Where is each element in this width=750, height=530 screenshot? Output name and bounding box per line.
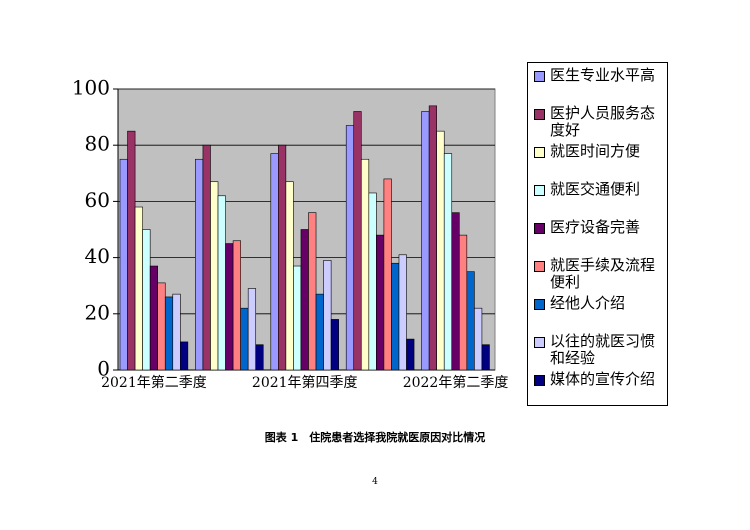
bar: [391, 262, 400, 371]
bar: [180, 341, 189, 371]
x-tick-label: 2021年第四季度: [252, 374, 358, 391]
legend-swatch: [534, 223, 545, 234]
bar: [300, 229, 309, 371]
legend-label: 医生专业水平高: [550, 66, 656, 84]
bar: [345, 125, 355, 371]
legend-item: 就医时间方便: [534, 143, 663, 181]
bar: [240, 307, 249, 371]
y-tick-label: 40: [85, 244, 110, 268]
bar: [142, 229, 151, 371]
bar: [308, 212, 317, 371]
bar: [481, 344, 490, 371]
legend-label: 就医时间方便: [550, 142, 641, 160]
legend-swatch: [534, 299, 545, 310]
bar: [172, 293, 181, 371]
bar: [376, 234, 385, 371]
legend-label: 医疗设备完善: [550, 218, 641, 236]
legend-label: 就医交通便利: [550, 180, 641, 198]
y-tick-label: 80: [85, 132, 110, 156]
bar: [383, 178, 392, 371]
bar: [353, 111, 362, 371]
bar: [210, 181, 219, 371]
bar: [255, 344, 264, 371]
bar: [217, 195, 226, 371]
y-tick-label: 0: [97, 357, 110, 381]
bar: [428, 105, 437, 371]
legend-swatch: [534, 147, 545, 158]
legend-swatch: [534, 375, 545, 386]
bar: [474, 307, 483, 371]
legend-item: 就医交通便利: [534, 181, 663, 219]
bar: [368, 192, 377, 371]
legend-label: 媒体的宣传介绍: [550, 370, 656, 388]
x-tick-label: 2021年第二季度: [101, 374, 207, 391]
legend: 医生专业水平高医护人员服务态度好就医时间方便 就医交通便利 医疗设备完善就医手续及流…: [527, 62, 668, 406]
bar: [134, 206, 143, 371]
bar: [398, 254, 407, 371]
x-tick-label: 2022年第二季度: [403, 374, 509, 391]
bar: [330, 319, 339, 371]
legend-swatch: [534, 185, 545, 196]
legend-item: 以往的就医习惯和经验: [534, 333, 663, 371]
legend-swatch: [534, 109, 545, 120]
bar: [270, 153, 279, 371]
legend-label: 就医手续及流程便利: [550, 256, 656, 291]
bar: [247, 288, 257, 371]
bar: [323, 260, 332, 371]
bar: [202, 144, 211, 371]
bar: [195, 158, 204, 371]
bar: [293, 265, 302, 371]
bar: [360, 158, 370, 371]
bar: [119, 158, 128, 371]
legend-item: 医护人员服务态度好: [534, 105, 663, 143]
bar: [421, 111, 430, 371]
legend-swatch: [534, 261, 545, 272]
bar: [406, 338, 415, 371]
bar: [127, 130, 136, 371]
bar: [443, 153, 453, 371]
legend-label: 经他人介绍: [550, 294, 626, 312]
bar: [315, 293, 324, 371]
legend-item: 经他人介绍: [534, 295, 663, 333]
legend-item: 就医手续及流程便利: [534, 257, 663, 295]
bar: [278, 144, 287, 371]
caption: 图表 1 住院患者选择我院就医原因对比情况: [264, 431, 486, 444]
bar: [157, 282, 166, 371]
legend-label: 医护人员服务态度好: [550, 104, 656, 139]
y-tick-label: 100: [72, 76, 110, 100]
bar: [232, 240, 241, 371]
bar: [436, 130, 445, 371]
bar: [164, 296, 174, 371]
legend-label: 以往的就医习惯和经验: [550, 332, 656, 367]
legend-swatch: [534, 337, 545, 348]
y-tick-label: 60: [85, 188, 110, 212]
y-tick-label: 20: [85, 300, 110, 324]
bar: [451, 212, 460, 371]
bar: [285, 181, 294, 371]
legend-item: 医生专业水平高: [534, 67, 663, 105]
page-number: 4: [372, 477, 378, 487]
legend-swatch: [534, 71, 545, 82]
bar: [458, 234, 468, 371]
bar: [466, 271, 475, 371]
legend-item: 医疗设备完善: [534, 219, 663, 257]
bar: [225, 243, 234, 371]
legend-item: 媒体的宣传介绍: [534, 371, 663, 409]
bar: [149, 265, 159, 371]
